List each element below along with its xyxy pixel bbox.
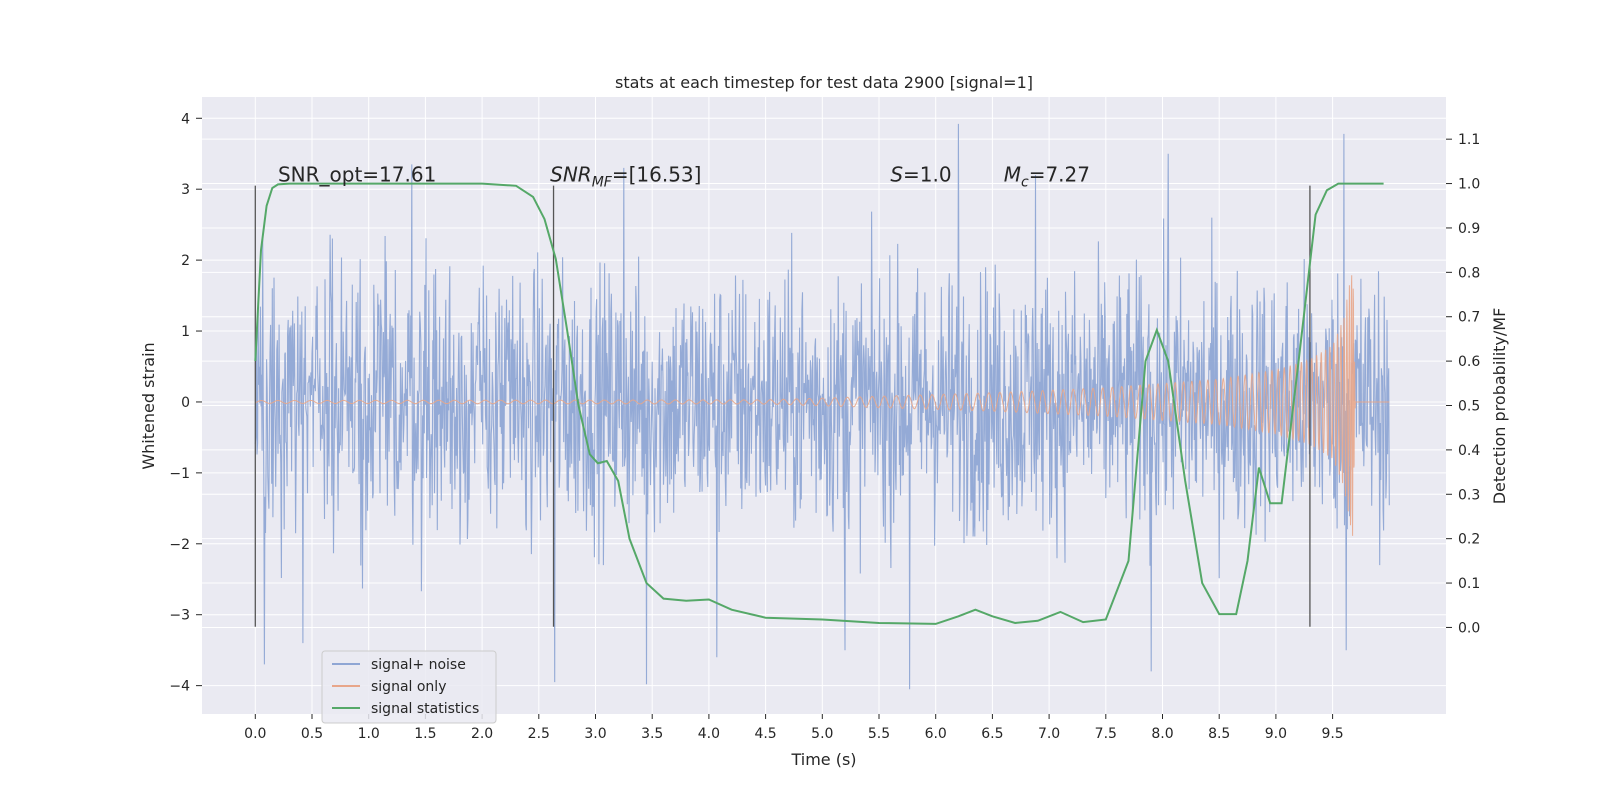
x-tick-label: 2.5 bbox=[528, 726, 550, 742]
y-tick-label: 1 bbox=[181, 324, 190, 340]
x-tick-label: 7.5 bbox=[1095, 726, 1117, 742]
y2-tick-label: 0.2 bbox=[1458, 532, 1480, 548]
annotation-layer: SNR_opt=17.61 SNRMF=[16.53] S=1.0 Mc=7.27 bbox=[278, 163, 1090, 191]
y-tick-label: 3 bbox=[181, 182, 190, 198]
legend-label-signal: signal only bbox=[371, 679, 446, 695]
y2-axis-label: Detection probability/MF bbox=[1490, 308, 1509, 505]
annotation-label-1: SNR_opt=17.61 bbox=[278, 163, 436, 187]
tick-layer: 0.0 0.5 1.0 1.5 2.0 2.5 3.0 3.5 4.0 4.5 5.0 5.5 6.0 6… bbox=[169, 111, 1480, 742]
x-tick-label: 0.0 bbox=[244, 726, 266, 742]
x-tick-label: 5.0 bbox=[811, 726, 833, 742]
y2-tick-label: 0.9 bbox=[1458, 221, 1480, 237]
x-tick-label: 9.0 bbox=[1265, 726, 1287, 742]
y2-tick-label: 0.4 bbox=[1458, 443, 1480, 459]
statistics-line bbox=[254, 182, 1384, 625]
y2-tick-label: 0.5 bbox=[1458, 399, 1480, 415]
noise-series-line bbox=[254, 123, 1390, 690]
x-tick-label: 6.5 bbox=[981, 726, 1003, 742]
x-tick-label: 3.0 bbox=[584, 726, 606, 742]
y-tick-label: 0 bbox=[181, 395, 190, 411]
x-tick-label: 3.5 bbox=[641, 726, 663, 742]
statistics-series-layer bbox=[254, 182, 1384, 625]
legend-box bbox=[321, 650, 497, 724]
y2-tick-label: 0.7 bbox=[1458, 310, 1480, 326]
y-tick-label: −2 bbox=[169, 537, 190, 553]
x-tick-label: 2.0 bbox=[471, 726, 493, 742]
x-axis-label: Time (s) bbox=[790, 750, 856, 769]
x-tick-label: 1.5 bbox=[414, 726, 436, 742]
x-tick-label: 0.5 bbox=[301, 726, 323, 742]
x-tick-label: 6.0 bbox=[925, 726, 947, 742]
x-tick-label: 8.5 bbox=[1208, 726, 1230, 742]
y-tick-label: −3 bbox=[169, 608, 190, 624]
y2-tick-label: 1.0 bbox=[1458, 177, 1480, 193]
y-tick-label: 4 bbox=[181, 111, 190, 127]
y-tick-label: −1 bbox=[169, 466, 190, 482]
annotation-label-4: Mc=7.27 bbox=[1004, 163, 1090, 191]
x-tick-label: 7.0 bbox=[1038, 726, 1060, 742]
x-tick-label: 8.0 bbox=[1151, 726, 1173, 742]
chart-title: stats at each timestep for test data 290… bbox=[615, 73, 1033, 92]
x-tick-label: 9.5 bbox=[1321, 726, 1343, 742]
x-tick-label: 5.5 bbox=[868, 726, 890, 742]
legend-label-statistics: signal statistics bbox=[371, 701, 479, 717]
y2-tick-label: 0.0 bbox=[1458, 620, 1480, 636]
y-axis-label: Whitened strain bbox=[139, 342, 158, 469]
y-tick-label: −4 bbox=[169, 679, 190, 695]
legend-label-noise: signal+ noise bbox=[371, 657, 466, 673]
y2-tick-label: 0.3 bbox=[1458, 487, 1480, 503]
y2-tick-label: 0.8 bbox=[1458, 265, 1480, 281]
y2-tick-label: 1.1 bbox=[1458, 132, 1480, 148]
signal-series-layer bbox=[255, 275, 1390, 536]
x-tick-label: 4.0 bbox=[698, 726, 720, 742]
y2-tick-label: 0.1 bbox=[1458, 576, 1480, 592]
signal-only-line bbox=[255, 275, 1390, 536]
annotation-label-3: S=1.0 bbox=[890, 163, 951, 187]
x-tick-label: 4.5 bbox=[754, 726, 776, 742]
y2-tick-label: 0.6 bbox=[1458, 354, 1480, 370]
x-tick-label: 1.0 bbox=[358, 726, 380, 742]
noise-series-layer bbox=[254, 123, 1390, 690]
legend: signal+ noise signal only signal statist… bbox=[321, 650, 497, 724]
y-tick-label: 2 bbox=[181, 253, 190, 269]
annotation-label-2: SNRMF=[16.53] bbox=[550, 163, 701, 191]
